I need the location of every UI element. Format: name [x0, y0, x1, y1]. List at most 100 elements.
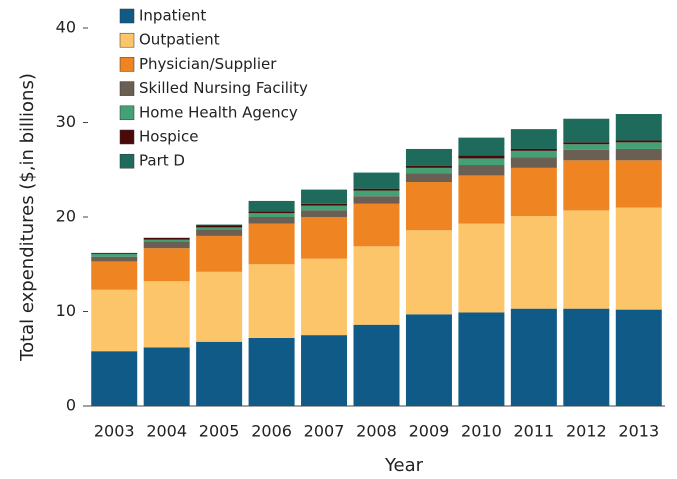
bar-segment	[353, 324, 400, 406]
bar-segment	[405, 165, 452, 168]
bar-segment	[615, 309, 662, 406]
bar-segment	[353, 190, 400, 197]
y-tick-label: 30	[56, 112, 76, 131]
bar-segment	[248, 211, 295, 214]
x-tick-label: 2009	[409, 422, 450, 441]
bar-segment	[91, 261, 138, 290]
bar-segment	[353, 246, 400, 325]
bar-segment	[353, 188, 400, 191]
bar-segment	[248, 200, 295, 212]
bar-segment	[458, 155, 505, 159]
bar-segment	[91, 256, 138, 262]
x-tick-label: 2005	[199, 422, 240, 441]
x-tick-label: 2007	[304, 422, 345, 441]
bar-segment	[563, 160, 610, 211]
legend-swatch	[119, 32, 135, 48]
bar-segment	[91, 252, 138, 254]
bar-segment	[196, 227, 243, 230]
x-tick-label: 2006	[251, 422, 292, 441]
bar-segment	[405, 314, 452, 406]
legend-label: Part D	[139, 152, 185, 170]
bar-segment	[615, 140, 662, 143]
bar-segment	[353, 196, 400, 204]
bar-segment	[458, 312, 505, 406]
bar-segment	[510, 308, 557, 406]
bar-segment	[301, 217, 348, 259]
legend-swatch	[119, 105, 135, 121]
bar-segment	[301, 205, 348, 211]
bar-segment	[458, 175, 505, 224]
bar-segment	[91, 289, 138, 352]
bar-segment	[196, 225, 243, 228]
bar-segment	[353, 172, 400, 189]
bar-segment	[196, 341, 243, 406]
x-axis-label: Year	[384, 455, 424, 476]
bar-segment	[143, 347, 190, 406]
bar-segment	[248, 337, 295, 406]
legend-label: Physician/Supplier	[139, 55, 277, 73]
bar-segment	[301, 335, 348, 406]
legend-label: Hospice	[139, 128, 198, 146]
legend-swatch	[119, 57, 135, 72]
bar-segment	[301, 258, 348, 336]
legend-label: Inpatient	[139, 7, 206, 25]
bar-segment	[563, 210, 610, 309]
bar-segment	[248, 213, 295, 217]
legend-swatch	[119, 8, 135, 24]
bar-segment	[301, 210, 348, 217]
bar-segment	[353, 203, 400, 247]
legend-label: Outpatient	[139, 31, 220, 49]
bar-segment	[91, 253, 138, 257]
bar-segment	[458, 165, 505, 176]
bar-segment	[91, 351, 138, 406]
bar-segment	[563, 149, 610, 161]
bar-segment	[405, 230, 452, 315]
bar-segment	[510, 157, 557, 168]
x-tick-label: 2013	[618, 422, 659, 441]
bar-segment	[405, 182, 452, 231]
bar-segment	[615, 148, 662, 161]
x-tick-label: 2012	[566, 422, 607, 441]
bar-segment	[143, 241, 190, 249]
bar-segment	[248, 264, 295, 338]
bar-segment	[143, 237, 190, 240]
x-tick-label: 2008	[356, 422, 397, 441]
bar-segment	[248, 217, 295, 224]
bar-segment	[196, 271, 243, 342]
bar-segment	[510, 129, 557, 149]
bar-segment	[510, 150, 557, 158]
x-tick-label: 2011	[514, 422, 555, 441]
x-tick-label: 2003	[94, 422, 135, 441]
y-axis-label: Total expenditures ($,in billions)	[17, 73, 38, 362]
y-tick-label: 0	[66, 396, 76, 415]
bar-segment	[458, 223, 505, 313]
bar-segment	[458, 158, 505, 166]
x-tick-label: 2004	[146, 422, 187, 441]
bar-segment	[405, 148, 452, 166]
bar-segment	[615, 142, 662, 149]
bar-segment	[563, 118, 610, 143]
legend-swatch	[119, 129, 135, 145]
bar-segment	[143, 281, 190, 348]
y-tick-label: 40	[56, 18, 76, 37]
bar-segment	[143, 248, 190, 282]
bar-segment	[458, 137, 505, 156]
bar-segment	[301, 189, 348, 204]
bar-segment	[196, 224, 243, 226]
bar-segment	[143, 239, 190, 242]
bar-segment	[405, 167, 452, 174]
bar-segment	[196, 235, 243, 272]
bar-segment	[615, 160, 662, 208]
bar-segment	[615, 207, 662, 310]
y-tick-label: 10	[56, 301, 76, 320]
bar-segment	[563, 142, 610, 145]
bar-segment	[196, 229, 243, 236]
bar-segment	[301, 203, 348, 206]
bar-segment	[563, 144, 610, 150]
legend-swatch	[119, 81, 135, 96]
legend-swatch	[119, 153, 135, 169]
bar-segment	[510, 148, 557, 151]
bar-segment	[563, 308, 610, 406]
y-tick-label: 20	[56, 207, 76, 226]
